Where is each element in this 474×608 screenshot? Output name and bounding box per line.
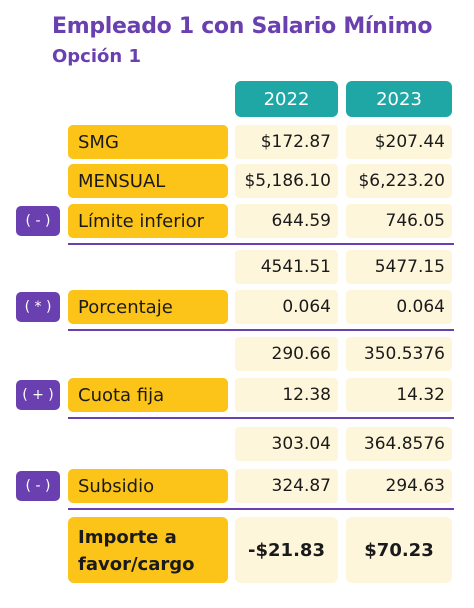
value-limite-2023: 746.05 (346, 204, 452, 238)
value-mensual-2023: $6,223.20 (346, 164, 452, 198)
operator-multiply-badge: ( * ) (16, 292, 60, 322)
divider-line (68, 417, 454, 419)
year-header-2023: 2023 (346, 81, 452, 117)
value-cuota-2023: 14.32 (346, 378, 452, 412)
value-mensual-2022: $5,186.10 (235, 164, 338, 198)
label-smg: SMG (68, 125, 228, 159)
value-subtotal2-2022: 290.66 (235, 337, 338, 371)
value-smg-2023: $207.44 (346, 125, 452, 159)
value-cuota-2022: 12.38 (235, 378, 338, 412)
value-subsidio-2023: 294.63 (346, 469, 452, 503)
value-limite-2022: 644.59 (235, 204, 338, 238)
value-smg-2022: $172.87 (235, 125, 338, 159)
page-subtitle: Opción 1 (52, 46, 141, 67)
label-limite-inferior: Límite inferior (68, 204, 228, 238)
divider-line (68, 329, 454, 331)
value-subtotal1-2022: 4541.51 (235, 250, 338, 284)
value-subtotal3-2023: 364.8576 (346, 427, 452, 461)
divider-line (68, 243, 454, 245)
label-importe: Importe a favor/cargo (68, 517, 228, 583)
page-title: Empleado 1 con Salario Mínimo (52, 14, 433, 39)
label-subsidio: Subsidio (68, 469, 228, 503)
operator-minus-badge: ( - ) (16, 206, 60, 236)
label-cuota-fija: Cuota fija (68, 378, 228, 412)
year-header-2022: 2022 (235, 81, 338, 117)
label-importe-line1: Importe a (78, 527, 177, 548)
value-importe-2023: $70.23 (346, 517, 452, 583)
value-subsidio-2022: 324.87 (235, 469, 338, 503)
operator-minus-badge: ( - ) (16, 471, 60, 501)
value-porcentaje-2023: 0.064 (346, 290, 452, 324)
value-porcentaje-2022: 0.064 (235, 290, 338, 324)
value-importe-2022: -$21.83 (235, 517, 338, 583)
label-importe-line2: favor/cargo (78, 554, 195, 575)
value-subtotal2-2023: 350.5376 (346, 337, 452, 371)
operator-plus-badge: ( + ) (16, 380, 60, 410)
value-subtotal3-2022: 303.04 (235, 427, 338, 461)
value-subtotal1-2023: 5477.15 (346, 250, 452, 284)
label-porcentaje: Porcentaje (68, 290, 228, 324)
label-mensual: MENSUAL (68, 164, 228, 198)
divider-line (68, 508, 454, 510)
